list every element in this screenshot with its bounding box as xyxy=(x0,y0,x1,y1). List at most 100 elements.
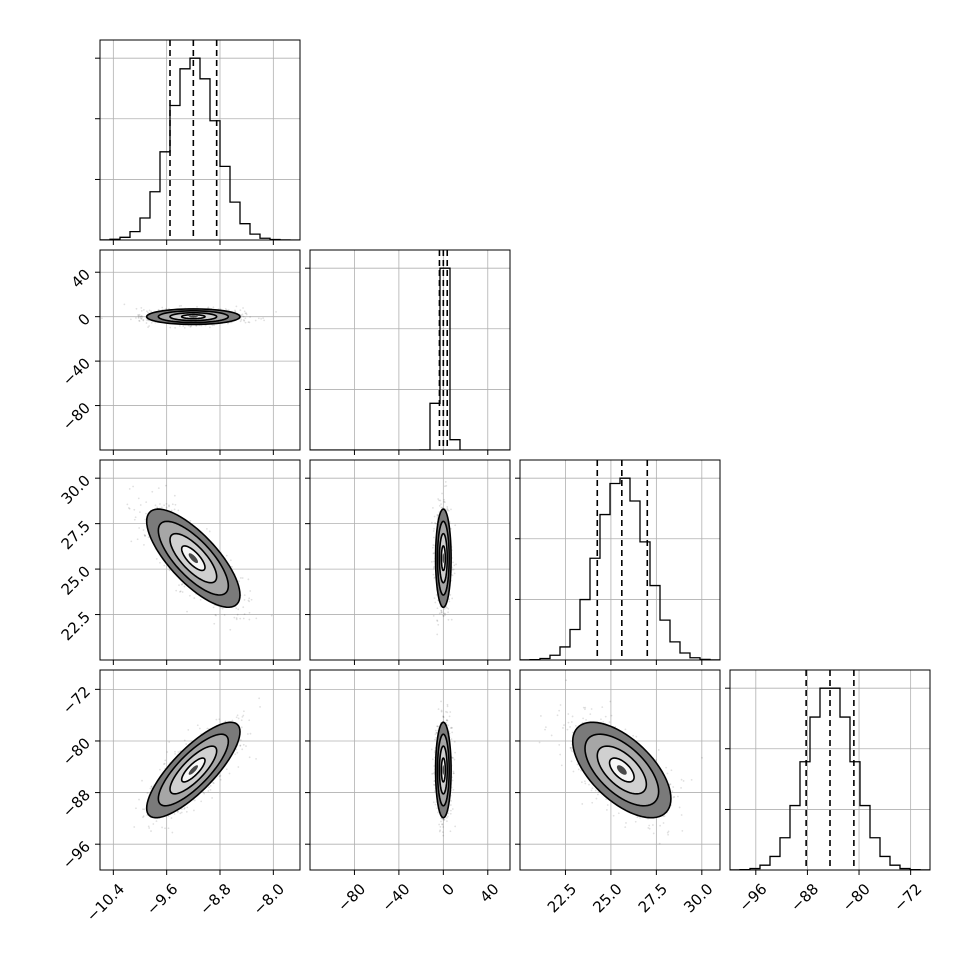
scatter-point xyxy=(445,484,448,487)
scatter-point xyxy=(236,714,239,717)
scatter-point xyxy=(446,711,449,714)
scatter-point xyxy=(447,618,450,621)
scatter-point xyxy=(243,599,246,601)
scatter-point xyxy=(234,309,236,312)
contour-line xyxy=(180,545,206,572)
scatter-point xyxy=(150,785,153,788)
scatter-point xyxy=(443,501,446,504)
scatter-point xyxy=(183,807,186,809)
scatter-point xyxy=(558,709,561,712)
scatter-point xyxy=(235,617,238,619)
x-tick-label: 0 xyxy=(439,880,458,899)
contour-line xyxy=(440,545,447,572)
scatter-point xyxy=(433,567,435,570)
scatter-point xyxy=(150,310,153,313)
scatter-point xyxy=(434,522,437,525)
scatter-point xyxy=(604,715,607,718)
scatter-point xyxy=(138,320,141,323)
scatter-point xyxy=(433,515,436,518)
scatter-point xyxy=(440,506,443,509)
scatter-point xyxy=(142,318,145,321)
scatter-point xyxy=(137,314,139,316)
scatter-point xyxy=(178,305,181,307)
y-tick-label: −96 xyxy=(59,837,94,872)
y-tick-label: 0 xyxy=(75,310,94,329)
scatter-point xyxy=(432,772,435,775)
scatter-point xyxy=(237,717,240,720)
scatter-point xyxy=(250,598,253,601)
density-region xyxy=(434,721,452,819)
scatter-point xyxy=(454,751,457,754)
scatter-point xyxy=(451,756,454,759)
scatter-point xyxy=(134,516,137,519)
histogram-step xyxy=(100,57,300,240)
scatter-point xyxy=(213,324,216,327)
contour-line xyxy=(157,520,230,596)
scatter-point xyxy=(143,808,146,811)
scatter-panel-3-2 xyxy=(305,459,511,665)
scatter-point xyxy=(605,798,608,801)
scatter-point xyxy=(430,560,433,563)
scatter-point xyxy=(667,830,670,833)
scatter-point xyxy=(177,810,179,813)
scatter-point xyxy=(225,554,228,557)
scatter-point xyxy=(189,325,192,328)
scatter-point xyxy=(178,584,180,587)
scatter-point xyxy=(434,803,437,806)
scatter-point xyxy=(448,598,451,601)
scatter-point xyxy=(451,731,454,734)
scatter-point xyxy=(446,703,449,706)
y-tick-label: 27.5 xyxy=(58,517,94,553)
scatter-point xyxy=(139,315,142,318)
scatter-point xyxy=(174,326,177,329)
scatter-point xyxy=(249,732,252,735)
scatter-point xyxy=(431,506,434,509)
scatter-point xyxy=(146,319,149,322)
scatter-point xyxy=(538,741,541,744)
scatter-point xyxy=(229,559,232,562)
scatter-point xyxy=(168,504,170,507)
scatter-point xyxy=(239,577,242,579)
scatter-point xyxy=(141,779,143,782)
scatter-point xyxy=(154,504,157,507)
scatter-point xyxy=(442,818,445,821)
scatter-point xyxy=(209,784,212,787)
scatter-point xyxy=(441,823,443,826)
scatter-point xyxy=(129,318,132,321)
scatter-point xyxy=(224,308,227,310)
scatter-point xyxy=(445,606,448,609)
scatter-point xyxy=(152,823,155,825)
scatter-point xyxy=(452,788,455,791)
scatter-point xyxy=(430,748,433,751)
scatter-point xyxy=(213,622,216,625)
scatter-point xyxy=(151,490,154,493)
scatter-point xyxy=(597,793,599,796)
scatter-point xyxy=(240,318,243,321)
scatter-point xyxy=(608,721,611,724)
scatter-point xyxy=(433,536,435,539)
scatter-point xyxy=(183,808,186,810)
scatter-point xyxy=(442,614,445,617)
scatter-point xyxy=(247,321,250,324)
contour-line xyxy=(434,508,452,609)
scatter-point xyxy=(135,317,137,319)
scatter-point xyxy=(168,741,171,743)
scatter-point xyxy=(168,569,171,572)
scatter-point xyxy=(437,498,440,500)
scatter-point xyxy=(227,322,229,325)
scatter-point xyxy=(443,818,445,821)
scatter-point xyxy=(181,583,184,585)
scatter-point xyxy=(159,503,161,505)
scatter-point xyxy=(451,574,454,577)
scatter-point xyxy=(440,609,443,612)
scatter-point xyxy=(193,809,195,812)
scatter-point xyxy=(249,590,252,592)
scatter-panel-4-3: 22.5 25.0 27.5 30.0 xyxy=(515,669,721,916)
scatter-point xyxy=(682,780,685,782)
scatter-point xyxy=(625,822,627,824)
scatter-point xyxy=(446,719,449,722)
scatter-point xyxy=(223,614,226,616)
scatter-point xyxy=(449,809,452,812)
density-region xyxy=(145,308,241,326)
scatter-point xyxy=(443,614,446,617)
